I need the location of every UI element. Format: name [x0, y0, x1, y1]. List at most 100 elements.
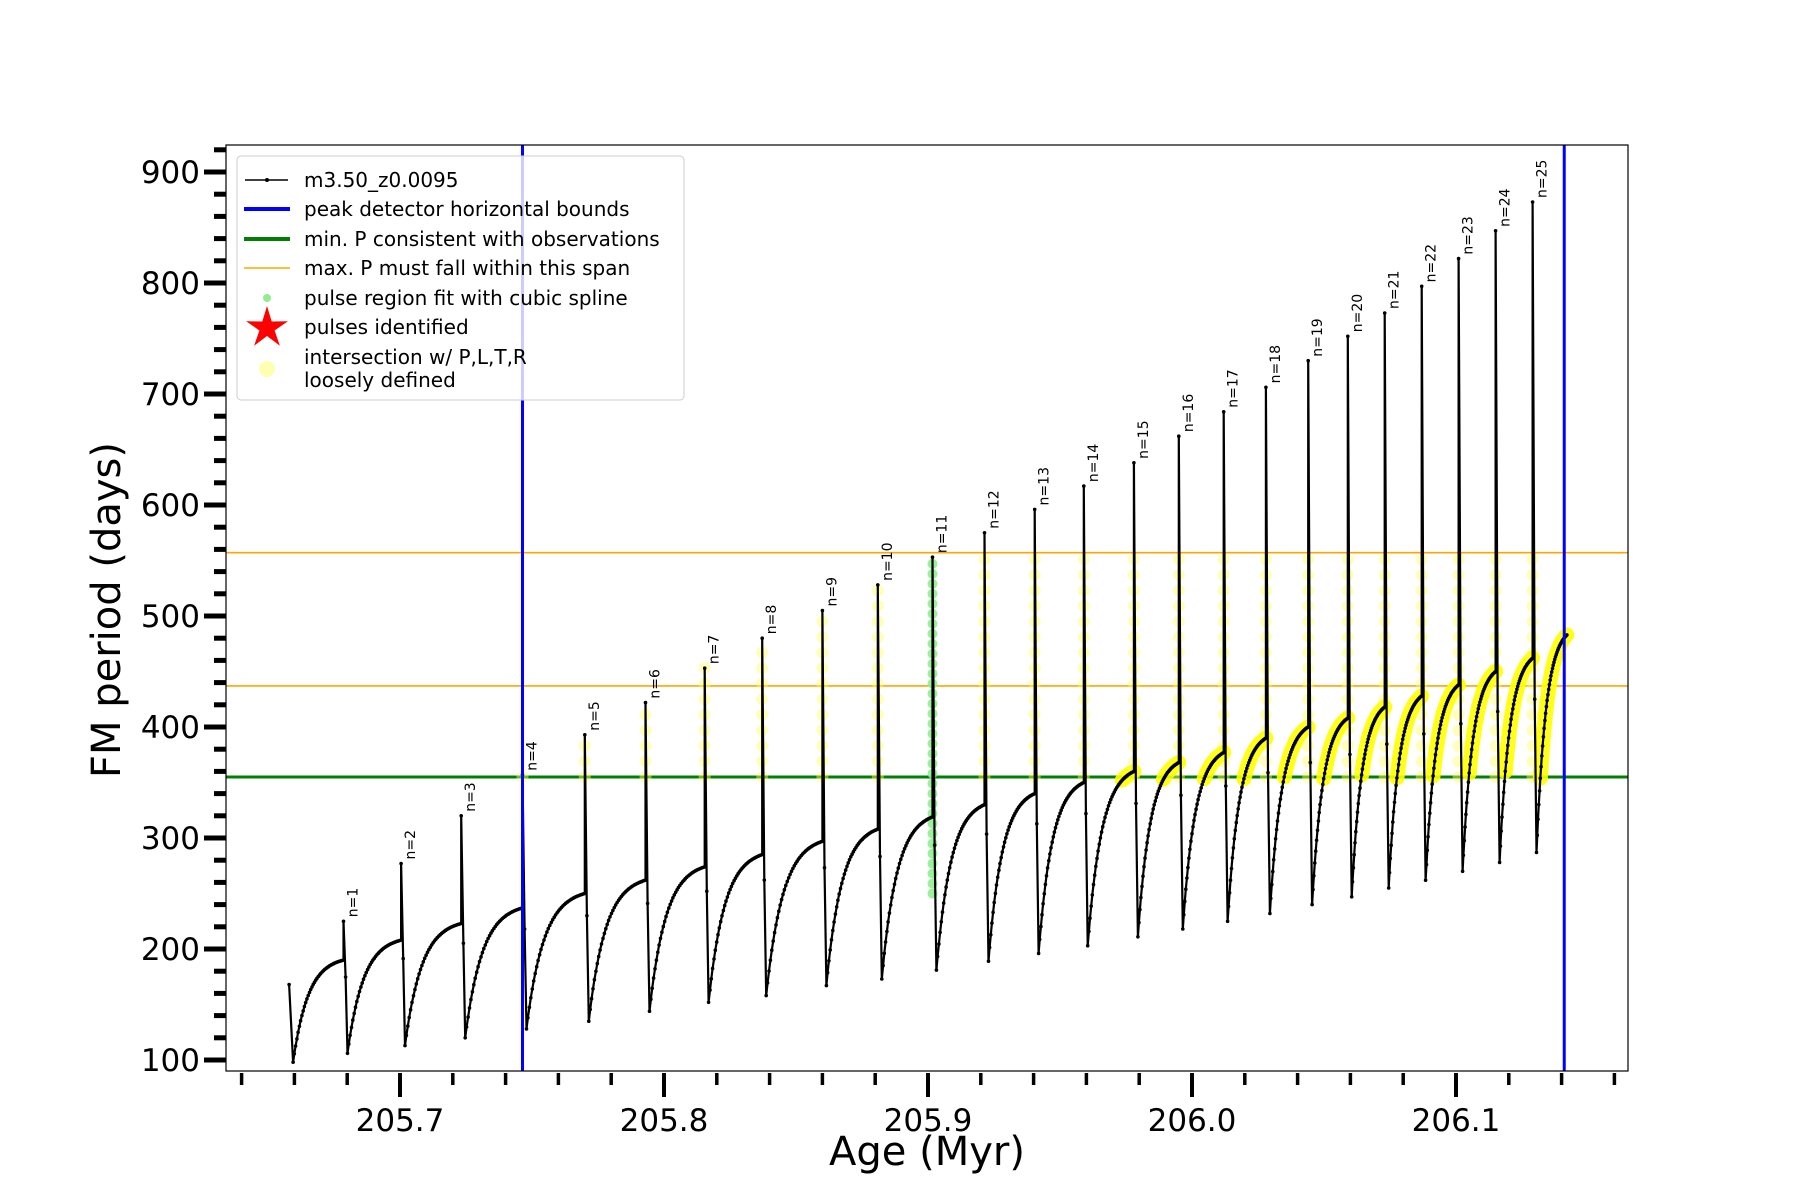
series-point [1543, 718, 1547, 723]
series-point [1268, 911, 1272, 916]
series-point [820, 608, 825, 613]
y-tick-label: 700 [141, 377, 200, 413]
series-point [527, 1005, 532, 1010]
series-point [1264, 385, 1268, 390]
series-point [1472, 729, 1476, 733]
series-point [1512, 698, 1517, 702]
series-point [1097, 842, 1102, 846]
series-point [654, 958, 659, 962]
series-point [1498, 844, 1503, 848]
series-point [399, 938, 403, 942]
series-point [1230, 856, 1235, 860]
series-point [601, 936, 605, 941]
legend-entry: min. P consistent with observations [244, 227, 660, 251]
series-point [671, 896, 675, 900]
legend-label: loosely defined [304, 368, 456, 392]
series-point [1547, 682, 1552, 687]
series-point [291, 1060, 295, 1064]
intersection-point [1341, 755, 1354, 768]
series-point [952, 846, 957, 850]
series-point [1427, 822, 1431, 827]
series-point [1352, 852, 1356, 857]
legend-entry: m3.50_z0.0095 [245, 168, 459, 192]
series-point [1475, 710, 1480, 715]
series-point [1393, 791, 1398, 796]
series-point [765, 981, 770, 985]
series-point [466, 1015, 470, 1019]
series-point [788, 872, 792, 877]
series-point [764, 993, 768, 998]
series-point [1139, 895, 1143, 900]
series-point [702, 865, 707, 869]
series-point [1182, 912, 1186, 917]
series-point [1201, 779, 1205, 784]
series-point [1329, 744, 1333, 749]
intersection-point [1452, 724, 1465, 737]
series-point [1043, 882, 1048, 887]
series-point [713, 948, 718, 952]
series-point [650, 986, 654, 990]
series-point [1400, 741, 1404, 746]
intersection-point [1415, 739, 1428, 752]
series-point [1382, 311, 1387, 315]
series-point [1226, 904, 1231, 909]
series-point [1474, 714, 1479, 719]
series-point [1428, 800, 1433, 805]
series-point [1313, 849, 1318, 853]
legend-label: pulse region fit with cubic spline [304, 286, 628, 310]
series-point [1005, 832, 1009, 836]
pulse-label: n=23 [1461, 216, 1477, 254]
series-point [1360, 767, 1365, 771]
y-tick-label: 800 [141, 266, 200, 302]
series-point [901, 850, 906, 854]
series-point [1155, 792, 1160, 796]
series-point [470, 990, 475, 994]
series-point [1502, 779, 1507, 784]
series-point [1032, 791, 1037, 796]
series-point [995, 875, 1000, 880]
series-point [777, 909, 781, 913]
series-point [838, 886, 843, 891]
series-point [998, 861, 1002, 866]
intersection-point [1452, 708, 1465, 721]
series-point [1000, 850, 1005, 854]
series-point [1004, 836, 1008, 840]
series-point [399, 861, 403, 866]
series-point [529, 996, 533, 1000]
series-point [1134, 801, 1138, 806]
series-point [1194, 807, 1198, 811]
series-point [887, 911, 892, 915]
series-point [594, 969, 598, 974]
series-point [583, 733, 587, 737]
pulse-label: n=13 [1037, 467, 1053, 505]
series-point [1106, 804, 1111, 808]
series-point [990, 921, 994, 925]
series-point [1459, 721, 1463, 726]
series-point [410, 1000, 414, 1005]
series-point [829, 938, 834, 942]
series-point [847, 857, 852, 862]
series-point [545, 930, 549, 934]
series-point [473, 976, 478, 980]
series-point [1317, 810, 1321, 815]
series-point [1540, 754, 1544, 758]
series-point [1361, 761, 1366, 766]
series-point [891, 888, 895, 893]
series-point [1439, 719, 1444, 723]
series-point [709, 977, 714, 981]
series-point [341, 958, 346, 962]
x-axis-label: Age (Myr) [829, 1129, 1025, 1175]
series-point [1391, 820, 1395, 824]
series-point [934, 968, 939, 972]
series-point [1395, 776, 1399, 780]
series-point [845, 864, 849, 869]
series-point [1549, 674, 1553, 678]
series-point [363, 973, 367, 978]
series-point [1468, 762, 1472, 767]
series-point [1419, 694, 1424, 698]
series-point [421, 960, 426, 964]
series-point [1050, 840, 1054, 844]
series-point [1437, 731, 1441, 736]
series-point [1088, 916, 1092, 920]
